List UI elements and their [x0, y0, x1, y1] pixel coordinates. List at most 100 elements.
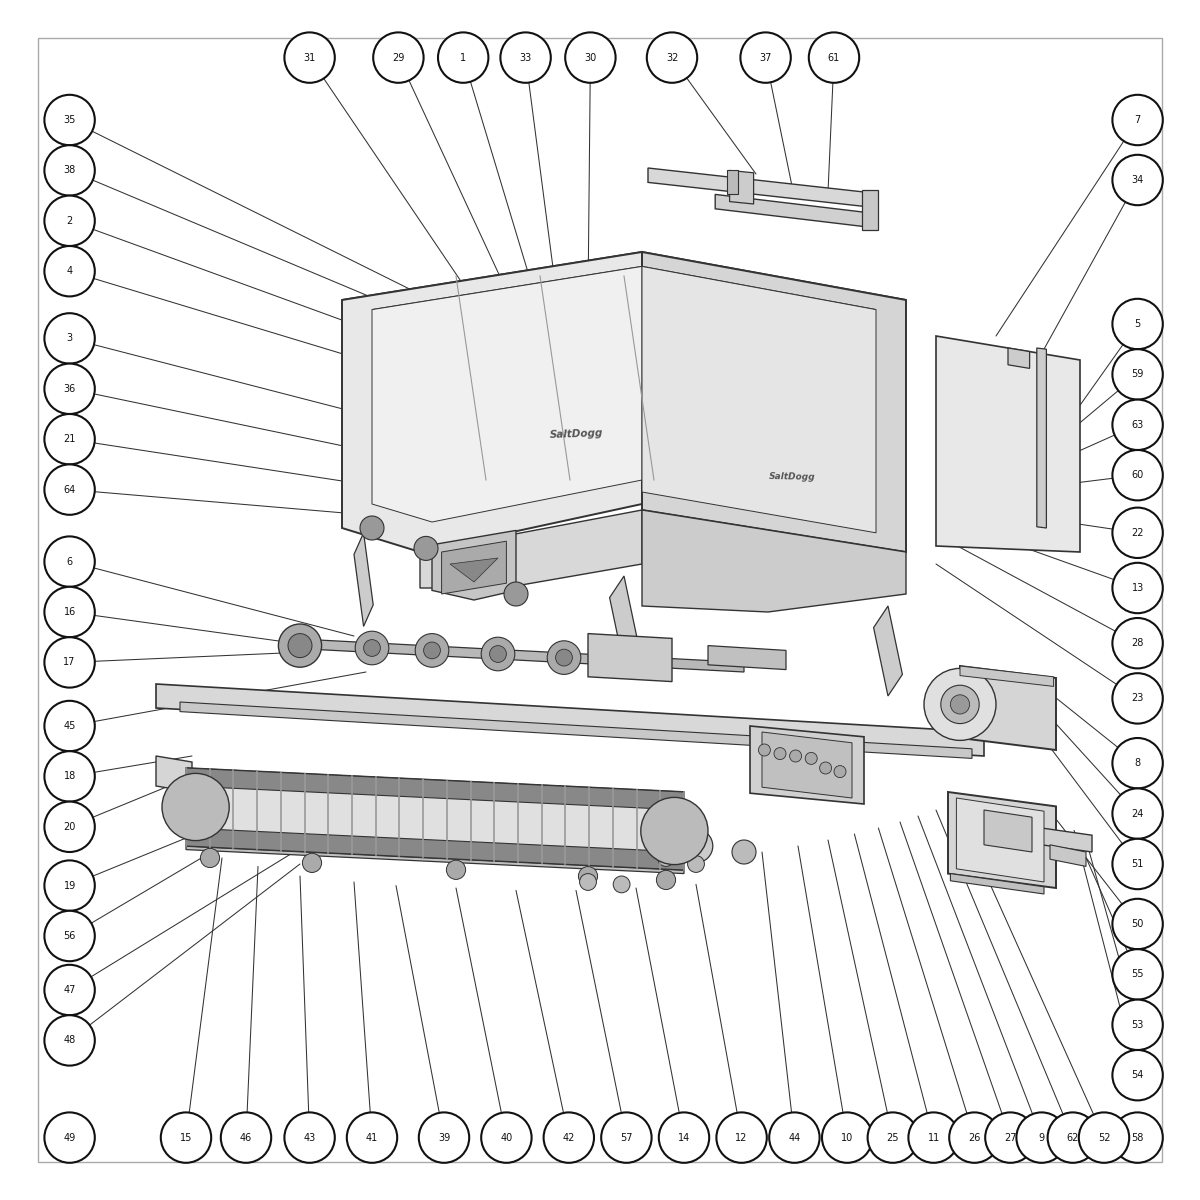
Circle shape: [1112, 508, 1163, 558]
Circle shape: [580, 874, 596, 890]
Circle shape: [658, 850, 674, 866]
Text: 28: 28: [1132, 638, 1144, 648]
Circle shape: [44, 536, 95, 587]
Polygon shape: [372, 266, 642, 522]
Circle shape: [822, 1112, 872, 1163]
Circle shape: [481, 1112, 532, 1163]
Polygon shape: [862, 190, 878, 230]
Text: 62: 62: [1067, 1133, 1079, 1142]
Polygon shape: [642, 510, 906, 612]
Circle shape: [44, 1112, 95, 1163]
Polygon shape: [642, 252, 906, 552]
Circle shape: [500, 32, 551, 83]
Text: 23: 23: [1132, 694, 1144, 703]
Text: 9: 9: [1038, 1133, 1045, 1142]
Text: 13: 13: [1132, 583, 1144, 593]
Text: 17: 17: [64, 658, 76, 667]
Circle shape: [419, 1112, 469, 1163]
Circle shape: [656, 870, 676, 889]
Text: 38: 38: [64, 166, 76, 175]
Text: 46: 46: [240, 1133, 252, 1142]
Circle shape: [284, 1112, 335, 1163]
Polygon shape: [1050, 845, 1086, 866]
Circle shape: [1112, 899, 1163, 949]
Polygon shape: [432, 530, 516, 600]
Circle shape: [44, 246, 95, 296]
Text: 25: 25: [887, 1133, 899, 1142]
Circle shape: [1112, 738, 1163, 788]
Polygon shape: [1042, 828, 1092, 852]
Text: 22: 22: [1132, 528, 1144, 538]
Circle shape: [544, 1112, 594, 1163]
Polygon shape: [588, 634, 672, 682]
Circle shape: [414, 536, 438, 560]
Polygon shape: [186, 768, 684, 870]
Polygon shape: [354, 533, 373, 626]
Polygon shape: [450, 558, 498, 582]
Text: 63: 63: [1132, 420, 1144, 430]
Circle shape: [1048, 1112, 1098, 1163]
Text: 31: 31: [304, 53, 316, 62]
Polygon shape: [874, 606, 902, 696]
Text: 53: 53: [1132, 1020, 1144, 1030]
Circle shape: [284, 32, 335, 83]
Circle shape: [941, 685, 979, 724]
Text: SaltDogg: SaltDogg: [550, 428, 602, 440]
Circle shape: [364, 640, 380, 656]
Text: 16: 16: [64, 607, 76, 617]
Circle shape: [44, 587, 95, 637]
Circle shape: [44, 196, 95, 246]
Text: 45: 45: [64, 721, 76, 731]
Text: 42: 42: [563, 1133, 575, 1142]
Polygon shape: [186, 828, 684, 870]
Circle shape: [758, 744, 770, 756]
Circle shape: [1112, 400, 1163, 450]
Text: 52: 52: [1098, 1133, 1110, 1142]
Circle shape: [200, 848, 220, 868]
Circle shape: [769, 1112, 820, 1163]
Circle shape: [278, 624, 322, 667]
Polygon shape: [342, 252, 642, 552]
Circle shape: [415, 634, 449, 667]
Text: 18: 18: [64, 772, 76, 781]
Circle shape: [1112, 673, 1163, 724]
Circle shape: [44, 414, 95, 464]
Text: 20: 20: [64, 822, 76, 832]
Circle shape: [44, 313, 95, 364]
Polygon shape: [648, 168, 864, 206]
Circle shape: [809, 32, 859, 83]
Text: 5: 5: [1134, 319, 1141, 329]
Text: SaltDogg: SaltDogg: [769, 472, 815, 482]
Circle shape: [820, 762, 832, 774]
Circle shape: [446, 860, 466, 880]
Polygon shape: [960, 666, 1056, 750]
Circle shape: [1112, 839, 1163, 889]
Text: 11: 11: [928, 1133, 940, 1142]
Polygon shape: [730, 170, 754, 204]
Text: 8: 8: [1134, 758, 1141, 768]
Text: 7: 7: [1134, 115, 1141, 125]
Circle shape: [1112, 618, 1163, 668]
Circle shape: [490, 646, 506, 662]
Polygon shape: [1037, 348, 1046, 528]
Text: 50: 50: [1132, 919, 1144, 929]
Polygon shape: [956, 798, 1044, 882]
Circle shape: [950, 695, 970, 714]
Text: 61: 61: [828, 53, 840, 62]
Text: 37: 37: [760, 53, 772, 62]
Text: 10: 10: [841, 1133, 853, 1142]
Circle shape: [790, 750, 802, 762]
Polygon shape: [715, 194, 876, 228]
Circle shape: [578, 866, 598, 886]
Circle shape: [1112, 563, 1163, 613]
Text: 51: 51: [1132, 859, 1144, 869]
Circle shape: [288, 634, 312, 658]
Polygon shape: [708, 646, 786, 670]
Circle shape: [44, 802, 95, 852]
Circle shape: [1112, 450, 1163, 500]
Text: 3: 3: [66, 334, 73, 343]
Text: 24: 24: [1132, 809, 1144, 818]
Circle shape: [908, 1112, 959, 1163]
Text: 41: 41: [366, 1133, 378, 1142]
Polygon shape: [950, 874, 1044, 894]
